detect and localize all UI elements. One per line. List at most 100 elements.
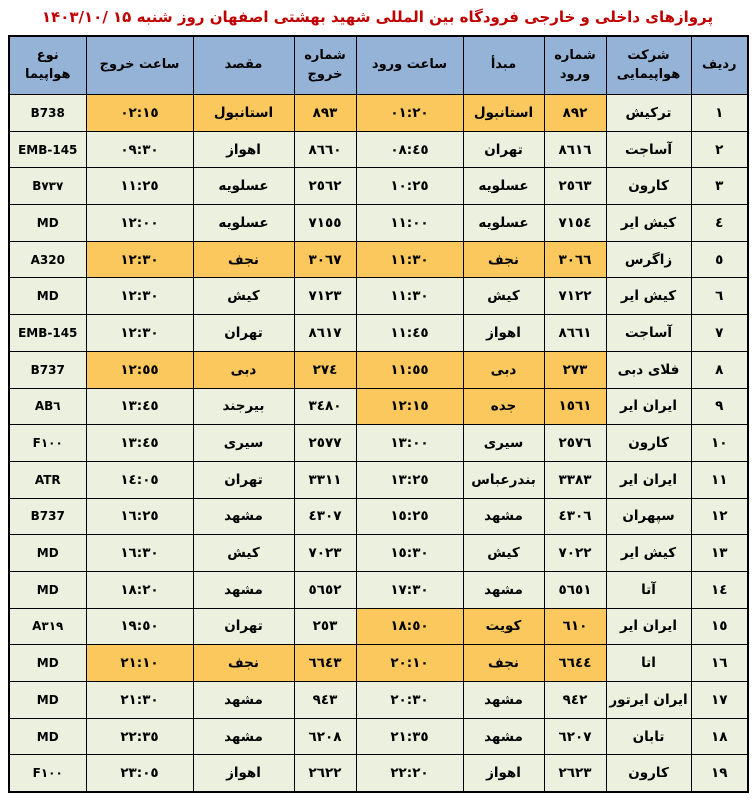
cell-row-number: ١١	[690, 460, 749, 499]
cell-departure-time: ٢١:١٠	[85, 644, 194, 682]
cell-airline: آساجت	[605, 130, 692, 169]
cell-destination: تهران	[192, 607, 295, 646]
cell-row-number: ٦	[690, 277, 749, 316]
cell-aircraft-type: B٧٣٧	[8, 167, 87, 206]
cell-origin: اهواز	[462, 754, 545, 793]
cell-arrival-number: ٢٦٢٣	[543, 754, 607, 793]
flight-row: ١٧ ایران ایرتور ٩٤٢ مشهد ٢٠:٣٠ ٩٤٣ مشهد ٢١:٣٠ MD	[8, 681, 749, 719]
cell-arrival-time: ١٧:٣٠	[355, 570, 464, 609]
cell-arrival-time: ١١:٠٠	[355, 204, 464, 242]
cell-departure-number: ٢٥٦٢	[293, 167, 357, 206]
cell-arrival-time: ٠١:٢٠	[355, 94, 464, 132]
cell-arrival-time: ١٥:٢٥	[355, 497, 464, 536]
cell-arrival-time: ١٣:٢٥	[355, 460, 464, 499]
cell-arrival-time: ١١:٣٠	[355, 277, 464, 316]
cell-arrival-number: ٥٦٥١	[543, 570, 607, 609]
flights-table-body: ١ ترکیش ٨٩٢ استانبول ٠١:٢٠ ٨٩٣ استانبول ٠٢:١٥ B7…	[8, 94, 749, 793]
cell-aircraft-type: MD	[8, 277, 87, 316]
cell-departure-number: ٣٣١١	[293, 460, 357, 499]
cell-departure-time: ١٩:٥٠	[85, 607, 194, 646]
cell-departure-time: ١٣:٤٥	[85, 387, 194, 426]
cell-arrival-time: ١٢:١٥	[355, 387, 464, 426]
cell-row-number: ١٩	[690, 754, 749, 793]
cell-origin: مشهد	[462, 570, 545, 609]
cell-airline: آساجت	[605, 314, 692, 352]
cell-departure-number: ٥٦٥٢	[293, 570, 357, 609]
cell-row-number: ١٥	[690, 607, 749, 646]
cell-origin: نجف	[462, 240, 545, 279]
cell-arrival-number: ١٥٦١	[543, 387, 607, 426]
cell-aircraft-type: MD	[8, 534, 87, 572]
flight-row: ٤ کیش ایر ٧١٥٤ عسلویه ١١:٠٠ ٧١٥٥ عسلویه ١٢:٠٠ MD	[8, 204, 749, 242]
flight-row: ٦ کیش ایر ٧١٢٢ کیش ١١:٣٠ ٧١٢٣ کیش ١٢:٣٠ MD	[8, 277, 749, 316]
cell-aircraft-type: F١٠٠	[8, 424, 87, 462]
cell-departure-number: ٣٠٦٧	[293, 240, 357, 279]
cell-arrival-number: ٤٣٠٦	[543, 497, 607, 536]
flight-row: ١٢ سپهران ٤٣٠٦ مشهد ١٥:٢٥ ٤٣٠٧ مشهد ١٦:٢٥ B737	[8, 497, 749, 536]
cell-origin: کویت	[462, 607, 545, 646]
cell-airline: ایران ایر	[605, 387, 692, 426]
cell-arrival-number: ٦١٠	[543, 607, 607, 646]
cell-departure-time: ١٦:٢٥	[85, 497, 194, 536]
cell-departure-time: ١٢:٠٠	[85, 204, 194, 242]
cell-departure-time: ١٢:٣٠	[85, 314, 194, 352]
flight-row: ١٤ آتا ٥٦٥١ مشهد ١٧:٣٠ ٥٦٥٢ مشهد ١٨:٢٠ MD	[8, 570, 749, 609]
cell-origin: عسلویه	[462, 167, 545, 206]
flight-row: ٣ کارون ٢٥٦٣ عسلویه ١٠:٢٥ ٢٥٦٢ عسلویه ١١:٢٥ B٧٣٧	[8, 167, 749, 206]
cell-aircraft-type: MD	[8, 717, 87, 756]
cell-aircraft-type: B737	[8, 497, 87, 536]
cell-arrival-number: ٧١٢٢	[543, 277, 607, 316]
cell-airline: کارون	[605, 754, 692, 793]
cell-destination: نجف	[192, 240, 295, 279]
cell-arrival-time: ١٨:٥٠	[355, 607, 464, 646]
cell-destination: بیرجند	[192, 387, 295, 426]
header-aircraft-type: نوع هواپیما	[8, 35, 87, 95]
cell-row-number: ٧	[690, 314, 749, 352]
cell-airline: ترکیش	[605, 94, 692, 132]
cell-airline: آتا	[605, 570, 692, 609]
cell-arrival-number: ٦٢٠٧	[543, 717, 607, 756]
cell-airline: سپهران	[605, 497, 692, 536]
cell-departure-time: ١٣:٤٥	[85, 424, 194, 462]
cell-arrival-number: ٣٠٦٦	[543, 240, 607, 279]
cell-origin: تهران	[462, 130, 545, 169]
cell-destination: مشهد	[192, 497, 295, 536]
cell-aircraft-type: EMB-145	[8, 314, 87, 352]
cell-origin: استانبول	[462, 94, 545, 132]
cell-airline: کارون	[605, 424, 692, 462]
cell-departure-number: ٢٦٢٢	[293, 754, 357, 793]
cell-departure-time: ١٤:٠٥	[85, 460, 194, 499]
cell-arrival-time: ٠٨:٤٥	[355, 130, 464, 169]
cell-origin: اهواز	[462, 314, 545, 352]
flights-table: ردیف شرکت هواپیمایی شماره ورود مبدأ ساعت…	[8, 35, 749, 794]
cell-departure-number: ٩٤٣	[293, 681, 357, 719]
cell-aircraft-type: MD	[8, 644, 87, 682]
header-row-number: ردیف	[690, 35, 749, 95]
cell-arrival-time: ٢١:٣٥	[355, 717, 464, 756]
cell-row-number: ٣	[690, 167, 749, 206]
cell-arrival-time: ١٥:٣٠	[355, 534, 464, 572]
cell-arrival-time: ١١:٥٥	[355, 350, 464, 389]
cell-destination: سیری	[192, 424, 295, 462]
page-title: پروازهای داخلی و خارجی فرودگاه بین الملل…	[41, 8, 714, 26]
cell-airline: کیش ایر	[605, 534, 692, 572]
header-departure-number: شماره خروج	[293, 35, 357, 95]
cell-origin: کیش	[462, 534, 545, 572]
cell-arrival-number: ٢٥٧٦	[543, 424, 607, 462]
cell-row-number: ١٠	[690, 424, 749, 462]
cell-aircraft-type: AB٦	[8, 387, 87, 426]
cell-arrival-number: ٢٥٦٣	[543, 167, 607, 206]
flight-row: ٥ زاگرس ٣٠٦٦ نجف ١١:٣٠ ٣٠٦٧ نجف ١٢:٣٠ A320	[8, 240, 749, 279]
flight-row: ١٨ تابان ٦٢٠٧ مشهد ٢١:٣٥ ٦٢٠٨ مشهد ٢٢:٣٥ MD	[8, 717, 749, 756]
cell-destination: استانبول	[192, 94, 295, 132]
cell-origin: جده	[462, 387, 545, 426]
cell-arrival-number: ٨٦٦١	[543, 314, 607, 352]
cell-origin: مشهد	[462, 497, 545, 536]
cell-row-number: ٥	[690, 240, 749, 279]
header-origin: مبدأ	[462, 35, 545, 95]
flight-row: ١٩ کارون ٢٦٢٣ اهواز ٢٢:٢٠ ٢٦٢٢ اهواز ٢٣:٠٥ F١٠٠	[8, 754, 749, 793]
cell-departure-number: ٨٦١٧	[293, 314, 357, 352]
cell-row-number: ١	[690, 94, 749, 132]
cell-row-number: ١٦	[690, 644, 749, 682]
cell-row-number: ١٢	[690, 497, 749, 536]
